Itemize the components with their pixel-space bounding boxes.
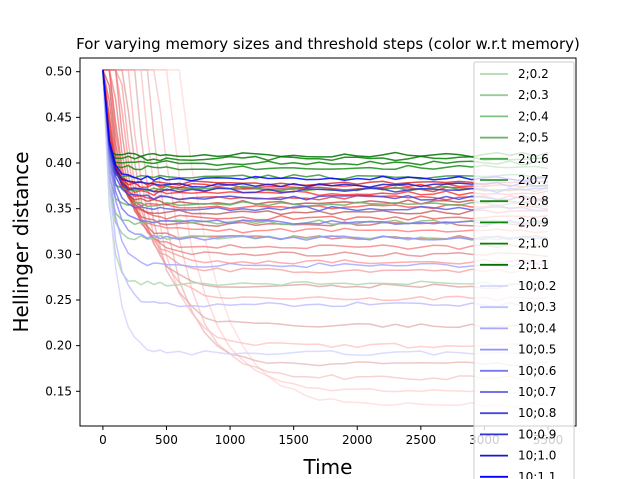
x-tick-label: 2000: [342, 433, 373, 447]
series-line: [102, 69, 549, 308]
legend-entry: 2;0.3: [518, 88, 549, 102]
y-tick-label: 0.50: [45, 65, 72, 79]
legend-entry: 2;0.7: [518, 173, 549, 187]
y-tick-label: 0.45: [45, 110, 72, 124]
series-line: [102, 69, 549, 212]
legend-frame: [473, 61, 575, 479]
x-tick-label: 500: [155, 433, 178, 447]
x-tick-label: 0: [99, 433, 107, 447]
legend-entry: 10;0.6: [518, 364, 556, 378]
legend-entry: 2;0.4: [518, 109, 549, 123]
y-axis-label: Hellinger distance: [9, 151, 33, 332]
legend-entry: 2;0.8: [518, 194, 549, 208]
legend-entry: 2;0.9: [518, 215, 549, 229]
series-line: [102, 69, 549, 166]
y-tick-label: 0.25: [45, 293, 72, 307]
series-line: [102, 69, 549, 171]
series-line: [102, 69, 549, 241]
x-tick-label: 1000: [215, 433, 246, 447]
chart-title: For varying memory sizes and threshold s…: [76, 35, 580, 53]
legend-entry: 10;0.4: [518, 321, 556, 335]
series-line: [102, 69, 549, 208]
series-layer: [102, 69, 549, 408]
series-line: [102, 69, 549, 329]
y-tick-label: 0.15: [45, 384, 72, 398]
legend[interactable]: 2;0.2 2;0.3 2;0.4 2;0.5 2;0.6 2;0.7 2;0.8 2;0.9…: [473, 61, 575, 479]
x-tick-label: 1500: [278, 433, 309, 447]
legend-entry: 2;1.1: [518, 258, 549, 272]
series-line: [102, 69, 549, 189]
legend-entry: 10;0.8: [518, 406, 556, 420]
legend-entry: 10;0.9: [518, 427, 556, 441]
series-line: [102, 69, 549, 201]
y-tick-label: 0.30: [45, 247, 72, 261]
series-line: [102, 69, 549, 269]
legend-entry: 2;0.5: [518, 131, 549, 145]
legend-entry: 10;0.7: [518, 385, 556, 399]
legend-entry: 10;1.0: [518, 449, 556, 463]
y-tick-label: 0.20: [45, 339, 72, 353]
legend-entry: 10;1.1: [518, 470, 556, 479]
series-line: [102, 69, 549, 349]
series-line: [102, 69, 549, 226]
series-line: [102, 69, 549, 356]
y-tick-label: 0.40: [45, 156, 72, 170]
series-line: [102, 69, 549, 216]
series-line: [102, 69, 549, 180]
x-axis-label: Time: [303, 455, 353, 479]
series-line: [102, 69, 549, 287]
y-tick-label: 0.35: [45, 202, 72, 216]
series-line: [102, 69, 549, 201]
legend-entry: 2;1.0: [518, 237, 549, 251]
series-line: [102, 69, 549, 182]
plot-frame: [79, 57, 577, 427]
y-axis-ticks: 0.15 0.20 0.25 0.30 0.35 0.40 0.45 0.50: [45, 65, 80, 398]
legend-entry: 10;0.3: [518, 300, 556, 314]
x-tick-label: 2500: [406, 433, 437, 447]
series-line: [102, 69, 549, 188]
series-line: [102, 69, 549, 194]
legend-entry: 2;0.6: [518, 152, 549, 166]
series-line: [102, 69, 549, 186]
series-line: [102, 69, 549, 234]
series-line: [102, 69, 549, 158]
legend-entry: 2;0.2: [518, 67, 549, 81]
series-line: [102, 69, 549, 250]
legend-entry: 10;0.5: [518, 343, 556, 357]
series-line: [102, 69, 549, 162]
legend-entry: 10;0.2: [518, 279, 556, 293]
series-line: [102, 69, 549, 367]
